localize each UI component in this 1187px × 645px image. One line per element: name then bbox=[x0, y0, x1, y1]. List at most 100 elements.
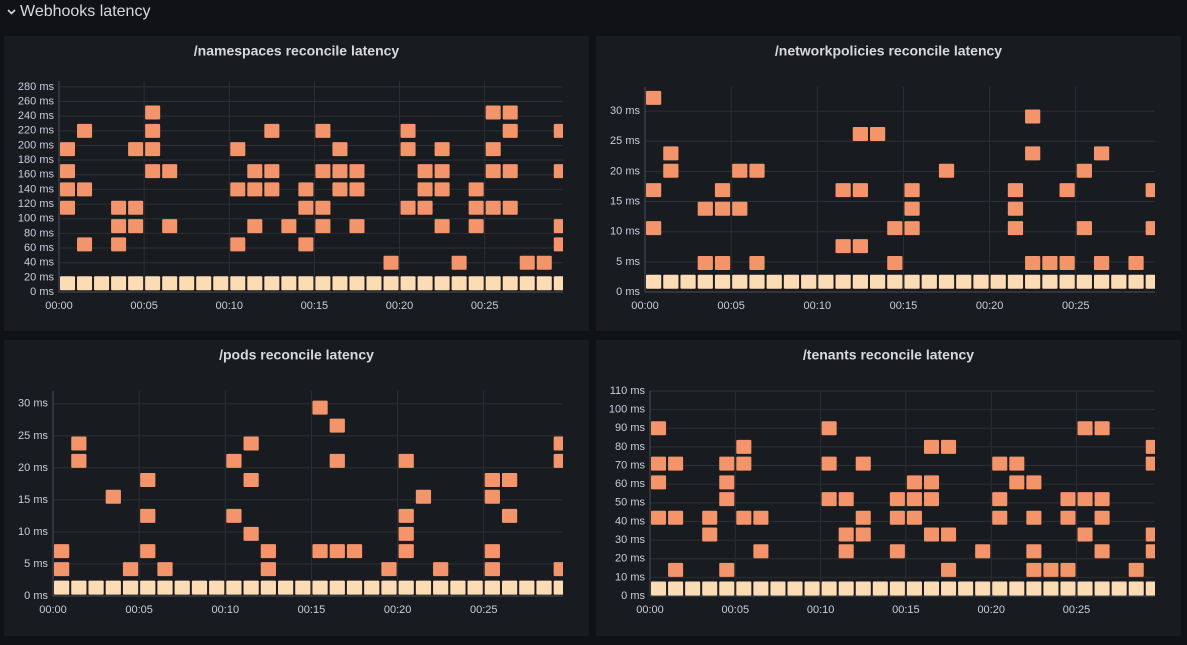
heatmap-cell bbox=[941, 562, 957, 577]
heatmap-cell bbox=[281, 219, 297, 234]
x-tick-label: 00:10 bbox=[212, 604, 240, 616]
heatmap-cell bbox=[719, 492, 735, 507]
heatmap-cell bbox=[702, 527, 718, 542]
panel-background bbox=[4, 340, 589, 636]
heatmap-cell bbox=[230, 142, 246, 157]
heatmap-cell bbox=[315, 219, 331, 234]
heatmap-cell bbox=[923, 439, 940, 454]
heatmap-cell bbox=[398, 453, 414, 468]
heatmap-cell bbox=[887, 274, 903, 289]
heatmap-cell bbox=[1026, 562, 1042, 577]
heatmap-cell bbox=[54, 562, 70, 577]
panel-title: /pods reconcile latency bbox=[219, 347, 374, 363]
heatmap-cell bbox=[247, 164, 263, 179]
heatmap-cells bbox=[646, 90, 1155, 289]
heatmap-cell bbox=[1093, 274, 1110, 289]
heatmap-cell bbox=[732, 201, 748, 216]
heatmap-cell bbox=[485, 164, 501, 179]
heatmap-cell bbox=[519, 255, 535, 270]
heatmap-cell bbox=[958, 581, 974, 596]
y-tick-label: 25 ms bbox=[610, 135, 640, 147]
y-tick-label: 10 ms bbox=[615, 571, 645, 583]
heatmap-cell bbox=[398, 544, 414, 559]
heatmap-cell bbox=[434, 164, 450, 179]
y-tick-label: 5 ms bbox=[24, 558, 48, 570]
heatmap-cell bbox=[128, 219, 144, 234]
heatmap-cell bbox=[60, 200, 76, 215]
heatmap-cell bbox=[111, 276, 127, 291]
heatmap-cell bbox=[484, 580, 500, 595]
heatmap-cell bbox=[111, 219, 127, 234]
heatmap-cell bbox=[941, 581, 957, 596]
heatmap-cell bbox=[243, 473, 259, 488]
heatmap-cell bbox=[855, 527, 871, 542]
heatmap-cell bbox=[230, 237, 246, 252]
heatmap-cell bbox=[298, 182, 314, 197]
heatmap-cell bbox=[906, 475, 922, 490]
x-tick-label: 00:00 bbox=[45, 300, 73, 312]
x-tick-label: 00:05 bbox=[130, 300, 158, 312]
heatmap-cell bbox=[485, 142, 501, 157]
y-tick-label: 200 ms bbox=[18, 139, 55, 151]
heatmap-cell bbox=[1094, 510, 1110, 525]
heatmap-cell bbox=[140, 544, 156, 559]
heatmap-cell bbox=[468, 276, 484, 291]
heatmap-cell bbox=[1025, 274, 1041, 289]
heatmap-cell bbox=[1128, 581, 1144, 596]
heatmap-cell bbox=[400, 200, 416, 215]
heatmap-cell bbox=[804, 581, 820, 596]
heatmap-cell bbox=[1042, 256, 1058, 271]
collapse-chevron[interactable] bbox=[7, 9, 16, 15]
heatmap-cell bbox=[349, 182, 365, 197]
heatmap-cell bbox=[312, 400, 328, 415]
heatmap-cell bbox=[264, 182, 280, 197]
y-tick-label: 40 ms bbox=[615, 515, 645, 527]
heatmap-cell bbox=[904, 274, 920, 289]
heatmap-cell bbox=[872, 581, 888, 596]
heatmap-cell bbox=[906, 581, 922, 596]
heatmap-cell bbox=[1025, 109, 1041, 124]
heatmap-cell bbox=[536, 276, 552, 291]
heatmap-cell bbox=[714, 183, 731, 198]
heatmap-cell bbox=[1060, 492, 1076, 507]
heatmap-cell bbox=[1094, 421, 1110, 436]
heatmap-cell bbox=[906, 492, 922, 507]
x-tick-label: 00:00 bbox=[39, 604, 67, 616]
heatmap-cell bbox=[821, 421, 837, 436]
heatmap-cell bbox=[855, 456, 871, 471]
heatmap-cell bbox=[468, 200, 484, 215]
row-title[interactable]: Webhooks latency bbox=[20, 3, 150, 20]
heatmap-cell bbox=[295, 580, 311, 595]
heatmap-cell bbox=[651, 581, 667, 596]
heatmap-cell bbox=[869, 274, 886, 289]
x-tick-label: 00:00 bbox=[631, 300, 659, 312]
heatmap-cell bbox=[1076, 221, 1092, 236]
x-tick-label: 00:15 bbox=[298, 604, 326, 616]
y-tick-label: 50 ms bbox=[615, 497, 645, 509]
heatmap-cell bbox=[889, 492, 905, 507]
heatmap-cell bbox=[553, 123, 563, 138]
heatmap-cell bbox=[1076, 163, 1092, 178]
heatmap-cell bbox=[145, 142, 161, 157]
heatmap-cell bbox=[502, 105, 518, 120]
heatmap-cell bbox=[468, 182, 484, 197]
y-tick-label: 30 ms bbox=[610, 105, 640, 117]
heatmap-cell bbox=[553, 436, 563, 451]
heatmap-cell bbox=[941, 527, 957, 542]
heatmap-cell bbox=[277, 580, 294, 595]
heatmap-cell bbox=[668, 562, 684, 577]
heatmap-cell bbox=[801, 274, 817, 289]
heatmap-cell bbox=[162, 164, 178, 179]
heatmap-cell bbox=[770, 581, 786, 596]
heatmap-cell bbox=[332, 142, 348, 157]
heatmap-cell bbox=[719, 581, 735, 596]
heatmap-cell bbox=[145, 276, 161, 291]
heatmap-cell bbox=[714, 274, 731, 289]
heatmap-cell bbox=[247, 276, 263, 291]
heatmap-cell bbox=[140, 580, 156, 595]
heatmap-cell bbox=[484, 544, 500, 559]
heatmap-cell bbox=[400, 123, 416, 138]
heatmap-cell bbox=[553, 237, 563, 252]
x-tick-label: 00:25 bbox=[471, 300, 499, 312]
